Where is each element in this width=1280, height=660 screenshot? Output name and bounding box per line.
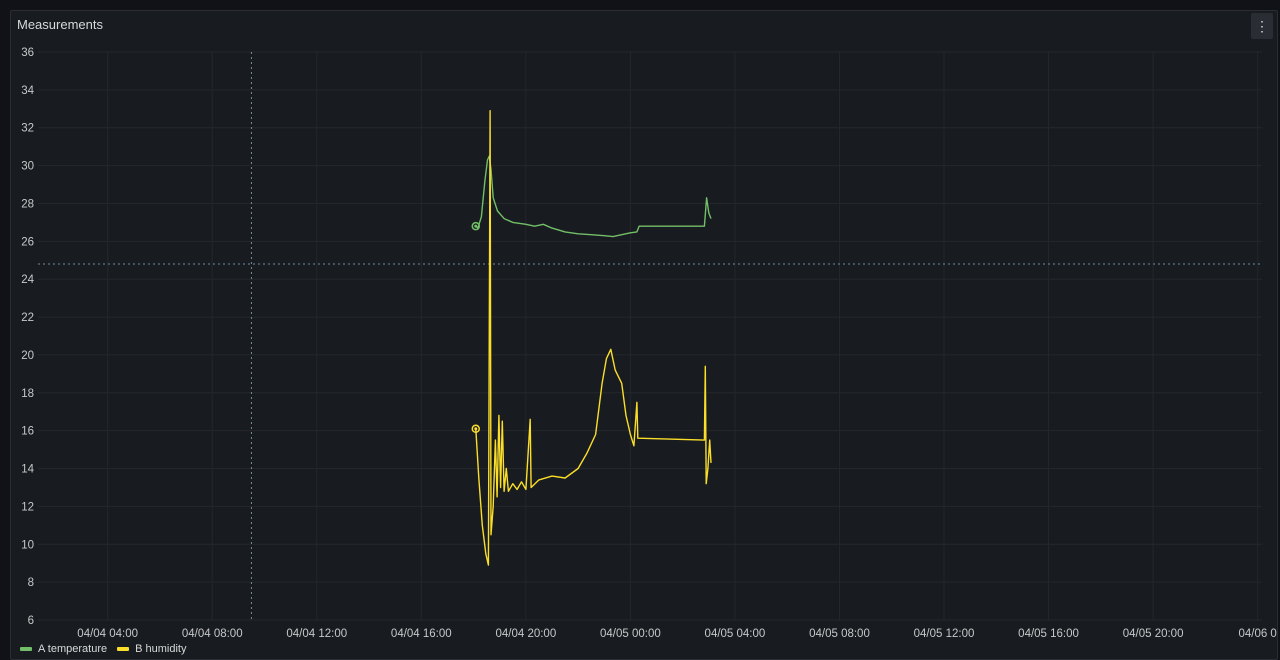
legend-swatch-humidity: [117, 647, 130, 651]
x-axis: 04/04 04:00 04/04 08:00 04/04 12:00 04/04 1…: [77, 628, 1277, 640]
y-tick-label: 34: [21, 85, 34, 97]
x-tick-label: 04/06 0: [1238, 628, 1276, 640]
legend-item-temperature[interactable]: A temperature: [20, 643, 107, 655]
grid: [38, 51, 1262, 621]
y-tick-label: 28: [21, 198, 34, 210]
y-tick-label: 16: [21, 426, 34, 438]
crosshair: [38, 52, 1262, 620]
x-tick-label: 04/04 20:00: [495, 628, 556, 640]
series-start-marker-1: [471, 424, 481, 434]
y-tick-label: 14: [21, 464, 34, 476]
x-tick-label: 04/04 16:00: [391, 628, 452, 640]
y-tick-label: 24: [21, 274, 34, 286]
y-tick-label: 20: [21, 350, 34, 362]
series-start-marker-0: [471, 221, 481, 231]
y-axis: 6 8 10 12 14 16 18 20 22 24 26 28 30 32 34 36: [21, 47, 34, 627]
y-tick-label: 32: [21, 123, 34, 135]
x-tick-label: 04/04 04:00: [77, 628, 138, 640]
legend-label-temperature: A temperature: [38, 643, 108, 655]
y-tick-label: 30: [21, 161, 34, 173]
measurements-panel: Measurements ⋮: [10, 10, 1278, 660]
x-tick-label: 04/05 04:00: [705, 628, 766, 640]
y-tick-label: 26: [21, 236, 34, 248]
y-tick-label: 18: [21, 388, 34, 400]
legend-label-humidity: B humidity: [135, 643, 187, 655]
series-start-dot-0: [474, 224, 478, 228]
x-tick-label: 04/05 20:00: [1123, 628, 1184, 640]
legend-item-humidity[interactable]: B humidity: [117, 643, 186, 655]
x-tick-label: 04/04 08:00: [182, 628, 243, 640]
x-tick-label: 04/04 12:00: [286, 628, 347, 640]
y-tick-label: 36: [21, 47, 34, 59]
legend: A temperature B humidity: [20, 643, 186, 655]
panel-title: Measurements: [17, 17, 103, 32]
y-tick-label: 12: [21, 501, 34, 513]
y-tick-label: 6: [28, 615, 34, 627]
x-tick-label: 04/05 12:00: [914, 628, 975, 640]
series-layer: [471, 110, 712, 566]
kebab-menu-icon[interactable]: ⋮: [1251, 13, 1273, 39]
legend-swatch-temperature: [20, 647, 32, 651]
y-tick-label: 10: [21, 539, 34, 551]
y-tick-label: 8: [28, 577, 34, 589]
x-tick-label: 04/05 08:00: [809, 628, 870, 640]
series-line-0: [475, 155, 712, 238]
x-tick-label: 04/05 00:00: [600, 628, 661, 640]
y-tick-label: 22: [21, 312, 34, 324]
series-start-dot-1: [474, 427, 478, 431]
series-line-1: [475, 110, 712, 566]
x-tick-label: 04/05 16:00: [1018, 628, 1079, 640]
